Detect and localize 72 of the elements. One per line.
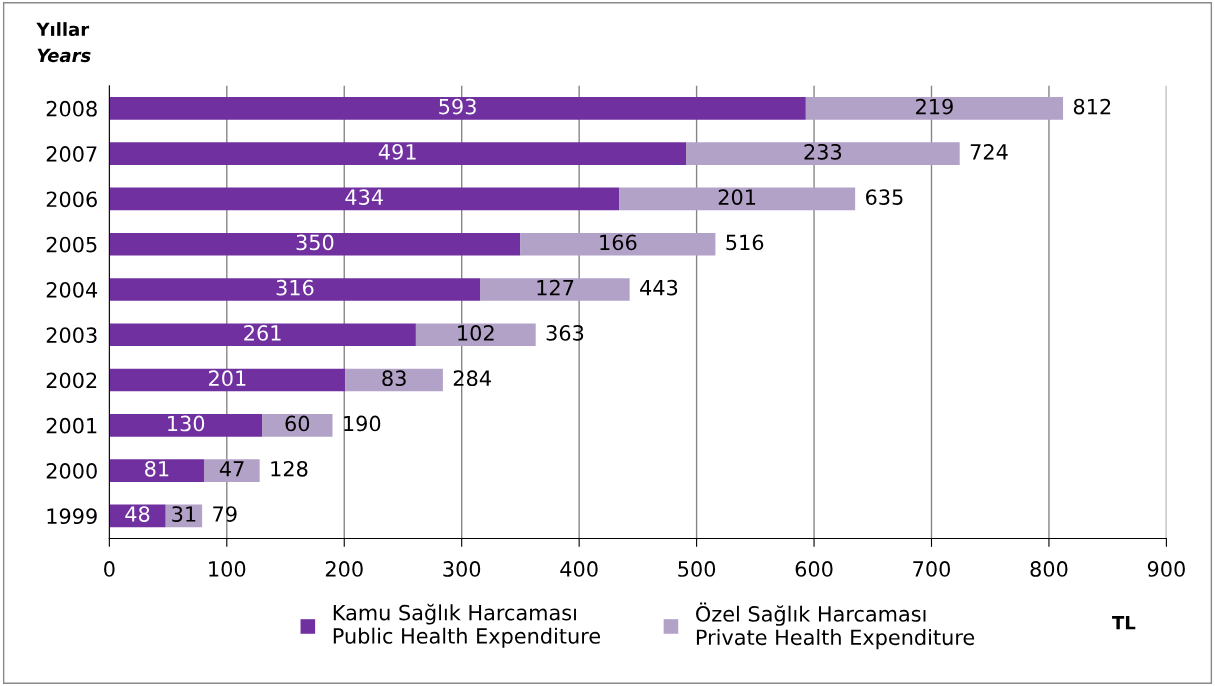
total-label: 516 <box>726 234 764 251</box>
bar <box>686 142 960 165</box>
total-label: 284 <box>453 370 491 387</box>
total-label: 635 <box>866 189 903 205</box>
bar <box>109 187 620 211</box>
data-label: 102 <box>458 325 494 341</box>
bar <box>415 323 536 347</box>
bar <box>109 323 416 347</box>
total-label: 128 <box>271 460 308 477</box>
x-tick-label: 100 <box>209 561 246 577</box>
bar <box>109 414 263 437</box>
data-label: 166 <box>600 234 637 251</box>
x-tick-label: 400 <box>560 561 598 577</box>
bar <box>619 187 856 211</box>
x-tick-label: 500 <box>678 561 716 577</box>
data-label: 201 <box>209 370 246 387</box>
total-label: 190 <box>344 415 381 432</box>
data-label: 491 <box>378 143 416 160</box>
bar <box>262 414 333 437</box>
y-tick-label: 1999 <box>47 508 97 525</box>
x-tick-label: 600 <box>795 561 833 577</box>
x-tick-label: 200 <box>325 561 363 577</box>
bar <box>204 459 260 482</box>
bar <box>109 278 481 301</box>
data-label: 350 <box>296 234 334 251</box>
y-tick-label: 2006 <box>46 191 97 208</box>
x-tick-label: 800 <box>1030 561 1068 577</box>
data-label: 261 <box>244 325 281 341</box>
bar <box>480 278 630 301</box>
total-label: 363 <box>546 325 584 341</box>
y-axis-title: Yıllar Years <box>36 22 91 63</box>
x-tick-label: 900 <box>1147 561 1185 577</box>
data-label: 48 <box>125 506 150 522</box>
y-tick-label: 2004 <box>46 281 98 298</box>
x-tick-label: 700 <box>913 561 950 577</box>
data-label: 201 <box>718 189 756 205</box>
bar <box>109 459 205 482</box>
y-tick-label: 2007 <box>46 146 97 162</box>
legend-label: Özel Sağlık Harcaması Private Health Expenditure <box>696 602 975 650</box>
y-tick-label: 2001 <box>46 417 97 434</box>
bar <box>109 232 521 256</box>
data-label: 127 <box>537 279 574 296</box>
data-label: 47 <box>219 461 244 477</box>
data-label: 316 <box>276 279 314 296</box>
total-label: 724 <box>970 143 1008 160</box>
x-tick-label: 0 <box>104 561 115 577</box>
data-label: 81 <box>145 460 169 477</box>
y-tick-label: 2002 <box>46 372 97 389</box>
bar <box>109 142 687 165</box>
x-axis-title: TL <box>1112 616 1136 630</box>
legend-label: Kamu Sağlık Harcaması Public Health Expenditure <box>333 603 601 648</box>
bar <box>345 368 443 392</box>
data-label: 593 <box>439 98 476 115</box>
bar <box>109 368 346 392</box>
y-tick-label: 2000 <box>46 463 97 479</box>
data-label: 219 <box>916 98 953 115</box>
bar <box>805 97 1064 120</box>
data-label: 83 <box>382 370 406 387</box>
y-tick-label: 2005 <box>46 236 97 253</box>
bar <box>520 232 716 256</box>
total-label: 443 <box>640 279 678 296</box>
y-tick-label: 2003 <box>46 327 97 343</box>
bar <box>109 97 806 120</box>
total-label: 812 <box>1073 98 1111 115</box>
data-label: 434 <box>345 189 383 205</box>
data-label: 233 <box>804 143 842 160</box>
data-label: 60 <box>285 415 310 432</box>
y-tick-label: 2008 <box>46 100 97 117</box>
data-label: 130 <box>168 415 205 432</box>
x-tick-label: 300 <box>443 561 481 577</box>
data-label: 31 <box>172 506 196 522</box>
total-label: 79 <box>213 506 237 522</box>
